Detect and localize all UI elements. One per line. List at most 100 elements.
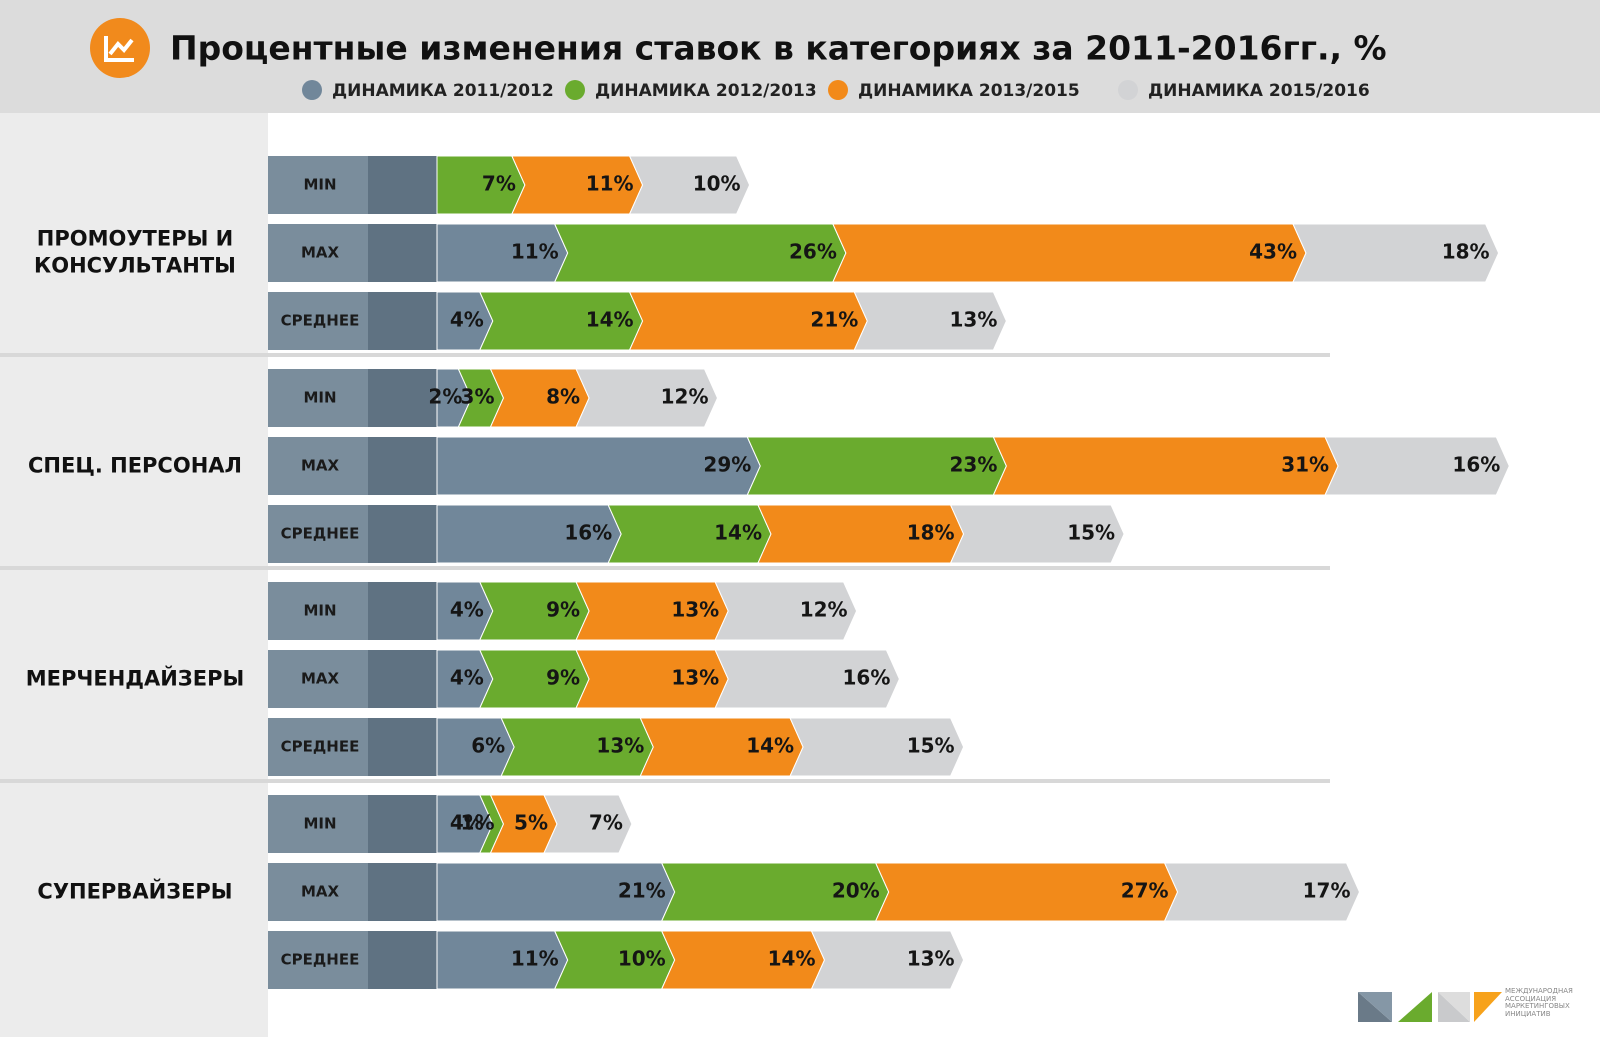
value-label: 4%: [450, 598, 484, 622]
chart-title: Процентные изменения ставок в категориях…: [170, 29, 1387, 68]
row-head-join: [368, 863, 437, 921]
bar-segment: [832, 223, 1307, 283]
row-head: [268, 931, 368, 989]
value-label: 16%: [564, 521, 612, 545]
value-label: 6%: [471, 734, 505, 758]
value-label: 10%: [618, 947, 666, 971]
row-label: СРЕДНЕЕ: [281, 738, 360, 756]
value-label: 16%: [843, 666, 891, 690]
bar-segment: [714, 649, 900, 709]
value-label: 18%: [907, 521, 955, 545]
value-label: 11%: [511, 947, 559, 971]
group-label: ПРОМОУТЕРЫ И КОНСУЛЬТАНТЫ: [34, 226, 236, 278]
row-head: [268, 505, 368, 563]
bar-segment: [1324, 436, 1510, 496]
row-head: [268, 156, 368, 214]
logo-text: МЕЖДУНАРОДНАЯ АССОЦИАЦИЯ МАРКЕТИНГОВЫХ И…: [1505, 987, 1573, 1019]
legend-swatch: [302, 80, 322, 100]
row-label: СРЕДНЕЕ: [281, 951, 360, 969]
bar-segment: [575, 368, 719, 428]
value-label: 8%: [546, 385, 580, 409]
value-label: 29%: [703, 453, 751, 477]
row-label: MAX: [301, 244, 340, 262]
value-label: 11%: [511, 240, 559, 264]
value-label: 17%: [1303, 879, 1351, 903]
bar-segment: [543, 794, 633, 854]
row-head: [268, 863, 368, 921]
value-label: 14%: [746, 734, 794, 758]
value-label: 2%: [428, 385, 462, 409]
icon-glyph: [104, 36, 134, 62]
legend-swatch: [828, 80, 848, 100]
row-head: [268, 582, 368, 640]
value-label: 15%: [907, 734, 955, 758]
value-label: 13%: [950, 308, 998, 332]
row-label: MIN: [303, 815, 336, 833]
bar-segment: [628, 155, 751, 215]
value-label: 7%: [589, 811, 623, 835]
value-label: 23%: [950, 453, 998, 477]
value-label: 27%: [1121, 879, 1169, 903]
bar-segment: [1163, 862, 1361, 922]
row-label: MIN: [303, 176, 336, 194]
row-head-join: [368, 795, 437, 853]
legend-label: ДИНАМИКА 2012/2013: [595, 81, 817, 101]
value-label: 9%: [546, 598, 580, 622]
bar-segment: [810, 930, 965, 990]
value-label: 14%: [768, 947, 816, 971]
value-label: 14%: [586, 308, 634, 332]
value-label: 14%: [714, 521, 762, 545]
row-head-join: [368, 931, 437, 989]
value-label: 3%: [461, 385, 495, 409]
value-label: 20%: [832, 879, 880, 903]
legend-swatch: [1118, 80, 1138, 100]
row-label: СРЕДНЕЕ: [281, 312, 360, 330]
row-head-join: [368, 582, 437, 640]
value-label: 4%: [450, 308, 484, 332]
value-label: 11%: [586, 172, 634, 196]
row-head: [268, 224, 368, 282]
group-label: МЕРЧЕНДАЙЗЕРЫ: [25, 666, 245, 691]
bar-segment: [789, 717, 965, 777]
row-label: MIN: [303, 389, 336, 407]
value-label: 13%: [907, 947, 955, 971]
row-head-join: [368, 292, 437, 350]
value-label: 31%: [1281, 453, 1329, 477]
logo-mark: [1358, 992, 1502, 1022]
value-label: 26%: [789, 240, 837, 264]
value-label: 13%: [596, 734, 644, 758]
value-label: 4%: [450, 666, 484, 690]
row-head-join: [368, 156, 437, 214]
bar-segment: [853, 291, 1007, 351]
group-label: СУПЕРВАЙЗЕРЫ: [37, 879, 233, 904]
value-label: 13%: [671, 598, 719, 622]
row-head-join: [368, 369, 437, 427]
row-head-join: [368, 437, 437, 495]
value-label: 21%: [618, 879, 666, 903]
value-label: 10%: [693, 172, 741, 196]
row-head-join: [368, 650, 437, 708]
row-label: MIN: [303, 602, 336, 620]
value-label: 15%: [1067, 521, 1115, 545]
row-head: [268, 369, 368, 427]
value-label: 12%: [661, 385, 709, 409]
value-label: 21%: [810, 308, 858, 332]
row-label: MAX: [301, 457, 340, 475]
value-label: 9%: [546, 666, 580, 690]
header-band: [0, 0, 1600, 113]
bar-segment: [714, 581, 858, 641]
row-head: [268, 437, 368, 495]
legend-label: ДИНАМИКА 2015/2016: [1148, 81, 1370, 101]
row-label: MAX: [301, 883, 340, 901]
row-label: СРЕДНЕЕ: [281, 525, 360, 543]
value-label: 4%: [450, 811, 484, 835]
row-head: [268, 292, 368, 350]
value-label: 1%: [461, 811, 495, 835]
row-head-join: [368, 505, 437, 563]
legend-swatch: [565, 80, 585, 100]
bar-segment: [949, 504, 1125, 564]
row-head: [268, 650, 368, 708]
value-label: 7%: [482, 172, 516, 196]
